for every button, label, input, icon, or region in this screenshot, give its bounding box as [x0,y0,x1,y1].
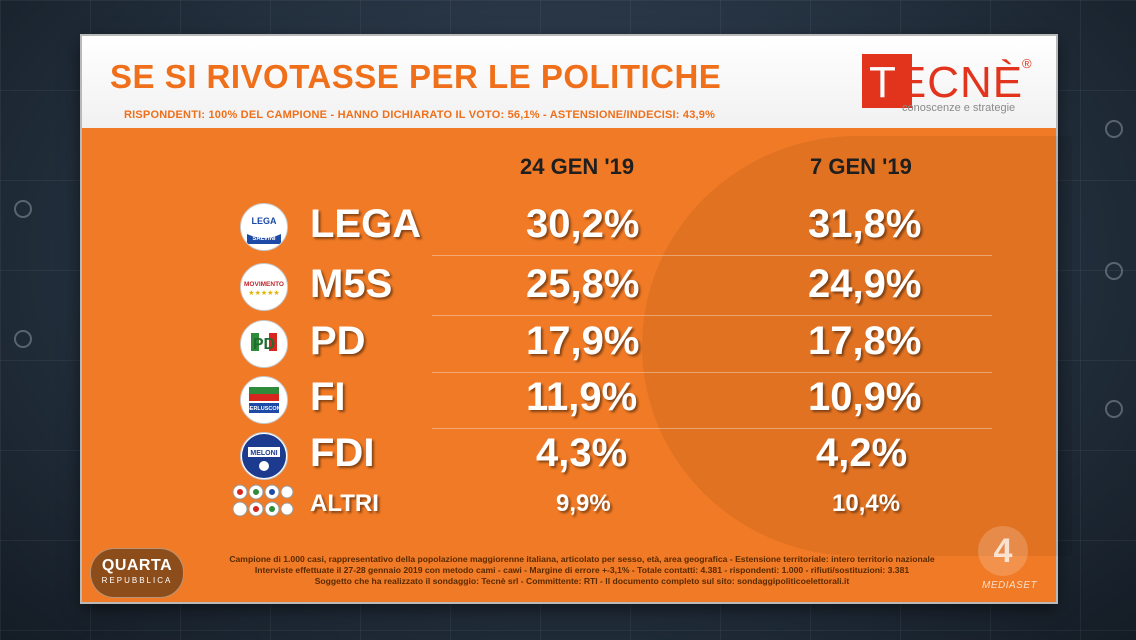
value-current: 30,2% [526,202,640,246]
brand-logo-box [862,54,912,108]
show-logo-line1: QUARTA [101,557,173,574]
svg-text:SALVINI: SALVINI [252,236,276,242]
page-subtitle: RISPONDENTI: 100% DEL CAMPIONE - HANNO D… [124,109,716,121]
brand-logo-first-letter: T [869,58,897,107]
decor-dot [14,200,32,218]
decor-dot [14,330,32,348]
svg-text:PD: PD [253,336,275,353]
svg-text:MOVIMENTO: MOVIMENTO [244,281,284,288]
column-header-current: 24 GEN '19 [520,154,635,179]
table-row: PD PD 17,9% 17,8% [222,316,992,373]
party-name: ALTRI [310,490,379,517]
decor-dot [1105,400,1123,418]
party-name: FDI [310,431,375,475]
methodology-line-3: Soggetto che ha realizzato il sondaggio:… [314,576,850,586]
column-header-previous: 7 GEN '19 [810,154,912,179]
altri-logos-icon [232,484,294,518]
methodology-note: Campione di 1.000 casi, rappresentativo … [192,554,972,587]
table-row: MOVIMENTO ★★★★★ M5S 25,8% 24,9% [222,259,992,316]
value-previous: 24,9% [808,262,922,306]
decor-dot [1105,262,1123,280]
channel-name: MEDIASET [982,580,1038,591]
value-previous: 10,9% [808,375,922,419]
table-row: MELONI FDI 4,3% 4,2% [222,428,912,484]
value-current: 17,9% [526,319,640,363]
brand-registered-mark: ® [1022,56,1032,71]
svg-text:BERLUSCONI: BERLUSCONI [246,406,283,412]
show-logo: QUARTA REPUBBLICA [90,548,184,598]
value-current: 25,8% [526,262,640,306]
page-title: SE SI RIVOTASSE PER LE POLITICHE [110,58,722,95]
svg-text:LEGA: LEGA [251,216,277,226]
brand-tagline: conoscenze e strategie [902,102,1016,114]
decor-dot [1105,120,1123,138]
fi-logo-icon: BERLUSCONI [240,376,288,424]
brand-logo-rest: ECNÈ [896,58,1024,107]
value-previous: 31,8% [808,202,922,246]
lega-logo-icon: LEGA SALVINI [240,203,288,251]
value-previous: 17,8% [808,319,922,363]
fdi-logo-icon: MELONI [240,432,288,480]
methodology-line-1: Campione di 1.000 casi, rappresentativo … [229,554,935,564]
value-current: 11,9% [526,375,638,419]
methodology-line-2: Interviste effettuate il 27-28 gennaio 2… [254,565,910,575]
party-name: FI [310,375,346,419]
svg-text:★★★★★: ★★★★★ [248,289,279,297]
value-current: 4,3% [536,431,628,475]
decor-curve [642,136,1072,556]
poll-panel: SE SI RIVOTASSE PER LE POLITICHE RISPOND… [82,36,1072,602]
row-divider [432,428,992,429]
party-name: PD [310,319,366,363]
table-row: LEGA SALVINI LEGA 30,2% 31,8% [222,199,992,256]
brand-logo: TECNÈ [869,58,1023,108]
value-previous: 4,2% [816,431,908,475]
panel-header: SE SI RIVOTASSE PER LE POLITICHE RISPOND… [82,36,1056,128]
row-divider [432,372,992,373]
svg-text:MELONI: MELONI [250,450,277,457]
table-row: ALTRI 9,9% 10,4% [222,482,912,522]
value-previous: 10,4% [832,490,901,517]
value-current: 9,9% [556,490,611,517]
footer: QUARTA REPUBBLICA Campione di 1.000 casi… [82,544,1056,602]
show-logo-line2: REPUBBLICA [101,576,173,585]
m5s-logo-icon: MOVIMENTO ★★★★★ [240,263,288,311]
pd-logo-icon: PD [240,320,288,368]
row-divider [432,255,992,256]
row-divider [432,315,992,316]
party-name: LEGA [310,202,422,246]
table-row: BERLUSCONI FI 11,9% 10,9% [222,372,992,429]
party-name: M5S [310,262,393,306]
channel-logo: 4 [978,526,1028,576]
